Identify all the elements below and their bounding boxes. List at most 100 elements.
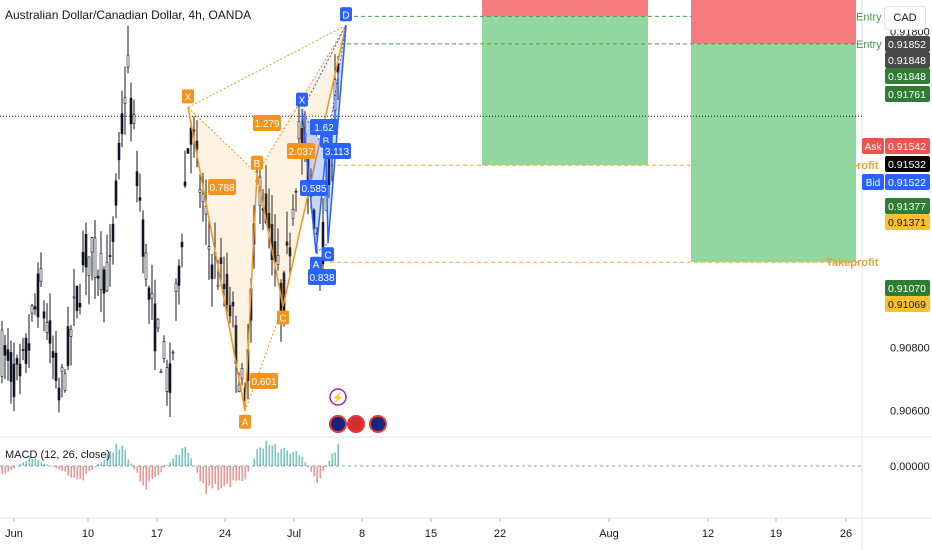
price-label-badge bbox=[885, 280, 930, 296]
candle-body bbox=[150, 293, 154, 299]
candle-body bbox=[216, 284, 220, 287]
candle-body bbox=[60, 367, 64, 372]
macd-indicator-label[interactable]: MACD (12, 26, close) bbox=[5, 449, 111, 461]
macd-histogram-bar bbox=[178, 455, 180, 466]
candle-body bbox=[237, 384, 241, 393]
macd-histogram-bar bbox=[247, 466, 249, 472]
macd-histogram-bar bbox=[298, 455, 300, 466]
symbol-title[interactable]: Australian Dollar/Canadian Dollar, 4h, O… bbox=[5, 8, 252, 22]
macd-histogram-bar bbox=[316, 466, 318, 483]
harmonic-large-ratio-badge bbox=[208, 179, 236, 195]
harmonic-small-ratio-text: 3.113 bbox=[325, 147, 350, 158]
harmonic-small-ratio-text: 0.585 bbox=[301, 184, 326, 195]
harmonic-small-point-label: D bbox=[342, 10, 349, 21]
macd-zero-tick: 0.00000 bbox=[890, 461, 930, 473]
candle-body bbox=[24, 337, 28, 364]
candle-body bbox=[228, 305, 232, 317]
price-label-badge bbox=[885, 68, 930, 84]
candle-body bbox=[219, 257, 223, 264]
bolt-event-icon bbox=[329, 388, 347, 406]
candle-body bbox=[84, 234, 88, 268]
candle-body bbox=[66, 326, 70, 367]
macd-histogram-bar bbox=[91, 466, 93, 471]
macd-histogram-bar bbox=[226, 466, 228, 484]
macd-histogram-bar bbox=[334, 452, 336, 466]
harmonic-large-point-badge bbox=[251, 155, 263, 170]
candle-body bbox=[18, 363, 22, 377]
entry-label: Entry bbox=[856, 39, 882, 51]
macd-histogram-bar bbox=[313, 466, 315, 477]
macd-histogram-bar bbox=[100, 462, 102, 466]
macd-histogram-bar bbox=[184, 446, 186, 466]
macd-histogram-bar bbox=[103, 459, 105, 466]
candle-body bbox=[267, 213, 271, 229]
macd-histogram-bar bbox=[7, 466, 9, 472]
candle-body bbox=[186, 148, 190, 154]
harmonic-small-point-badge bbox=[322, 247, 334, 262]
macd-histogram-bar bbox=[301, 456, 303, 466]
macd-histogram-bar bbox=[253, 458, 255, 466]
harmonic-small-ratio-badge bbox=[300, 180, 328, 196]
currency-selector[interactable]: CAD bbox=[884, 6, 926, 30]
macd-histogram-bar bbox=[211, 466, 213, 489]
candle-body bbox=[36, 273, 40, 318]
macd-histogram-bar bbox=[10, 466, 12, 470]
candle-body bbox=[321, 221, 325, 265]
macd-histogram-bar bbox=[304, 462, 306, 466]
macd-histogram-bar bbox=[58, 466, 60, 470]
candle-body bbox=[99, 252, 103, 290]
macd-histogram-bar bbox=[286, 450, 288, 466]
macd-histogram-bar bbox=[166, 465, 168, 466]
harmonic-large-ratio-text: 2.037 bbox=[288, 147, 313, 158]
candle-body bbox=[291, 209, 295, 219]
harmonic-small-ratio-badge bbox=[323, 143, 351, 159]
candle-body bbox=[126, 54, 130, 68]
macd-histogram-bar bbox=[64, 466, 66, 472]
macd-histogram-bar bbox=[256, 448, 258, 466]
macd-histogram-bar bbox=[271, 445, 273, 466]
macd-histogram-bar bbox=[244, 466, 246, 480]
candle-body bbox=[93, 237, 97, 278]
macd-histogram-bar bbox=[235, 466, 237, 481]
candle-body bbox=[225, 273, 229, 305]
harmonic-large-point-badge bbox=[277, 310, 289, 325]
x-tick-label: Jul bbox=[287, 528, 301, 540]
candle-body bbox=[87, 256, 91, 276]
candle-body bbox=[156, 318, 160, 329]
y-tick-label: 0.90600 bbox=[890, 406, 930, 418]
macd-histogram-bar bbox=[151, 466, 153, 480]
macd-histogram-bar bbox=[268, 444, 270, 466]
candle-body bbox=[27, 343, 31, 351]
macd-histogram-bar bbox=[328, 460, 330, 466]
price-label-text: 0.91377 bbox=[888, 201, 926, 213]
price-label-badge bbox=[885, 198, 930, 214]
candle-body bbox=[183, 181, 187, 187]
macd-histogram-bar bbox=[37, 460, 39, 466]
macd-histogram-bar bbox=[280, 449, 282, 466]
candle-body bbox=[69, 329, 73, 337]
candle-body bbox=[96, 275, 100, 279]
candle-body bbox=[75, 285, 79, 311]
candle-body bbox=[141, 219, 145, 257]
macd-histogram-bar bbox=[121, 445, 123, 466]
macd-histogram-bar bbox=[4, 466, 6, 474]
au-flag-icon bbox=[369, 415, 387, 433]
candle-body bbox=[189, 127, 193, 145]
macd-histogram-bar bbox=[322, 466, 324, 472]
position-target-zone bbox=[691, 43, 856, 263]
macd-histogram-bar bbox=[214, 466, 216, 484]
candle-body bbox=[0, 329, 4, 377]
macd-histogram-bar bbox=[202, 466, 204, 484]
macd-histogram-bar bbox=[265, 440, 267, 466]
au-flag-icon bbox=[329, 415, 347, 433]
macd-histogram-bar bbox=[133, 466, 135, 470]
entry-label: Entry bbox=[856, 11, 882, 23]
position-stop-zone bbox=[482, 0, 648, 17]
candle-body bbox=[273, 241, 277, 262]
macd-histogram-bar bbox=[157, 466, 159, 476]
macd-histogram-bar bbox=[196, 466, 198, 473]
candle-body bbox=[6, 349, 10, 361]
position-target-zone bbox=[482, 16, 648, 166]
price-label-badge bbox=[885, 156, 930, 172]
